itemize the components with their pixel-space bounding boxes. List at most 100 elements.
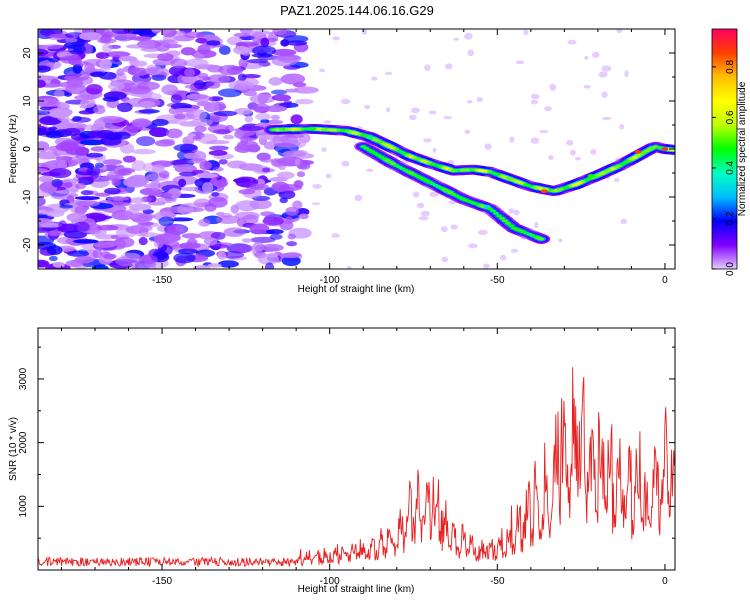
heatmap-noise-cell — [38, 151, 61, 160]
heatmap-noise-cell — [127, 224, 153, 233]
heatmap-noise-cell — [127, 36, 153, 41]
heatmap-noise-cell — [199, 160, 212, 171]
heatmap-faint-cell — [424, 64, 431, 71]
heatmap-noise-cell — [184, 58, 209, 67]
heatmap-noise-cell — [205, 81, 221, 89]
heatmap-noise-cell — [209, 145, 229, 151]
heatmap-noise-cell — [117, 168, 132, 176]
colorbar-label: Normalized spectral amplitude — [737, 81, 748, 216]
heatmap-noise-cell — [262, 167, 271, 173]
heatmap-noise-cell — [233, 32, 252, 38]
heatmap-noise-cell — [179, 242, 201, 250]
heatmap-noise-cell — [192, 135, 202, 141]
x-tick-label: -50 — [490, 275, 505, 286]
heatmap-peak-cell — [661, 147, 669, 151]
colorbar-tick-label: 0.6 — [725, 110, 736, 124]
heatmap-noise-cell — [278, 190, 296, 200]
heatmap-noise-cell — [59, 204, 73, 209]
heatmap-noise-cell — [259, 157, 274, 163]
heatmap-faint-cell — [346, 265, 352, 269]
heatmap-noise-cell — [38, 110, 51, 116]
heatmap-noise-cell — [47, 230, 62, 237]
heatmap-noise-cell — [68, 193, 78, 198]
heatmap-faint-cell — [467, 49, 475, 56]
heatmap-noise-cell — [92, 105, 106, 115]
snr-panel: -150 -100 -50 0 1000 2000 3000 Height of strai… — [8, 327, 676, 595]
heatmap-noise-cell — [118, 55, 137, 62]
heatmap-noise-cell — [219, 45, 231, 55]
heatmap-noise-cell — [211, 191, 220, 197]
heatmap-faint-cell — [453, 37, 460, 41]
heatmap-noise-cell — [223, 227, 246, 237]
heatmap-noise-cell — [94, 162, 104, 168]
heatmap-noise-cell — [246, 58, 269, 64]
heatmap-noise-cell — [183, 152, 200, 160]
heatmap-noise-cell — [276, 171, 295, 180]
heatmap-faint-cell — [386, 107, 391, 113]
snr-axes: -150 -100 -50 0 1000 2000 3000 — [18, 328, 675, 587]
heatmap-noise-cell — [127, 67, 150, 77]
heatmap-noise-cell — [241, 238, 252, 243]
heatmap-noise-cell — [38, 175, 54, 183]
heatmap-noise-cell — [68, 43, 87, 55]
heatmap-noise-cell — [74, 196, 101, 201]
heatmap-noise-cell — [127, 85, 151, 95]
snr-xlabel: Height of straight line (km) — [298, 584, 415, 595]
y-tick-label: 1000 — [18, 495, 29, 518]
heatmap-noise-cell — [61, 178, 80, 184]
heatmap-noise-cell — [279, 197, 288, 204]
spectrogram-heatmap — [38, 29, 675, 269]
heatmap-faint-cell — [598, 71, 608, 78]
heatmap-noise-cell — [202, 182, 214, 194]
heatmap-peak-cell — [366, 135, 374, 140]
heatmap-noise-cell — [79, 139, 106, 146]
heatmap-noise-cell — [208, 196, 228, 208]
heatmap-noise-cell — [244, 115, 253, 123]
heatmap-faint-cell — [340, 98, 351, 105]
heatmap-noise-cell — [270, 114, 280, 121]
heatmap-faint-cell — [450, 224, 458, 230]
heatmap-faint-cell — [418, 216, 429, 221]
heatmap-noise-cell — [238, 189, 256, 195]
heatmap-faint-cell — [416, 202, 425, 209]
heatmap-noise-cell — [145, 64, 162, 76]
y-tick-label: 10 — [22, 95, 33, 107]
heatmap-noise-cell — [177, 203, 194, 215]
heatmap-noise-cell — [86, 166, 101, 177]
heatmap-noise-cell — [264, 262, 275, 269]
heatmap-noise-cell — [148, 201, 166, 206]
heatmap-faint-cell — [354, 194, 363, 202]
heatmap-faint-cell — [443, 116, 453, 120]
heatmap-faint-cell — [592, 51, 600, 59]
heatmap-noise-cell — [74, 256, 94, 264]
heatmap-noise-cell — [217, 88, 242, 98]
heatmap-faint-cell — [366, 168, 374, 172]
heatmap-noise-cell — [238, 57, 248, 69]
heatmap-noise-cell — [160, 138, 176, 145]
heatmap-noise-cell — [138, 100, 155, 108]
heatmap-noise-cell — [78, 110, 95, 115]
heatmap-faint-cell — [484, 143, 492, 150]
heatmap-faint-cell — [466, 100, 473, 104]
heatmap-noise-cell — [38, 65, 51, 73]
heatmap-noise-cell — [131, 148, 156, 155]
heatmap-noise-cell — [104, 51, 131, 58]
heatmap-noise-cell — [238, 125, 265, 131]
heatmap-noise-cell — [170, 58, 188, 69]
heatmap-noise-cell — [46, 210, 65, 218]
heatmap-noise-cell — [183, 31, 206, 39]
heatmap-noise-cell — [149, 127, 170, 138]
heatmap-peak-cell — [540, 189, 548, 193]
heatmap-faint-cell — [385, 71, 393, 76]
heatmap-noise-cell — [217, 251, 227, 260]
heatmap-noise-cell — [216, 211, 225, 217]
heatmap-noise-cell — [45, 159, 67, 169]
heatmap-noise-cell — [203, 237, 218, 246]
x-tick-label: 0 — [662, 275, 668, 286]
heatmap-noise-cell — [151, 29, 161, 34]
heatmap-noise-cell — [163, 234, 181, 242]
heatmap-noise-cell — [124, 208, 140, 219]
heatmap-noise-cell — [280, 39, 290, 47]
heatmap-faint-cell — [530, 99, 538, 105]
heatmap-noise-cell — [38, 218, 52, 225]
